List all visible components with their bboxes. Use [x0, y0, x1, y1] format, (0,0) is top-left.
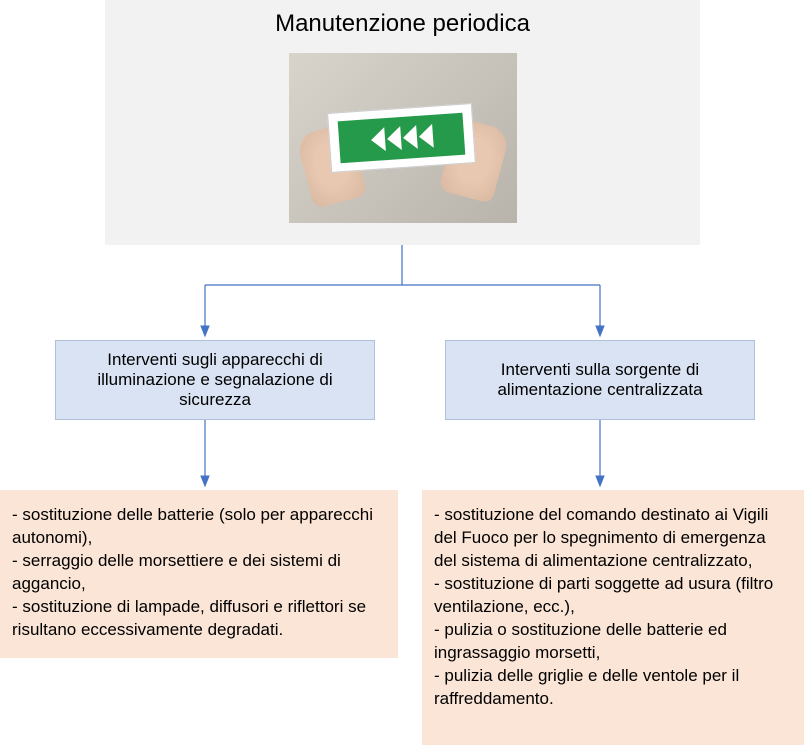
right-heading-box: Interventi sulla sorgente di alimentazio…: [445, 340, 755, 420]
right-heading-text: Interventi sulla sorgente di alimentazio…: [461, 360, 739, 400]
left-detail-text: - sostituzione delle batterie (solo per …: [12, 505, 373, 639]
right-detail-text: - sostituzione del comando destinato ai …: [434, 505, 773, 708]
connector-right-down: [590, 420, 610, 490]
left-heading-box: Interventi sugli apparecchi di illuminaz…: [55, 340, 375, 420]
left-detail-box: - sostituzione delle batterie (solo per …: [0, 490, 398, 658]
chevron-icon: [385, 126, 401, 151]
chevron-icon: [369, 127, 385, 152]
connector-split: [0, 245, 804, 340]
right-detail-box: - sostituzione del comando destinato ai …: [422, 490, 804, 745]
header-box: Manutenzione periodica: [105, 0, 700, 245]
connector-left-down: [195, 420, 215, 490]
chevron-icon: [401, 125, 417, 150]
left-heading-text: Interventi sugli apparecchi di illuminaz…: [71, 350, 359, 410]
exit-sign: [327, 103, 476, 173]
exit-sign-green: [337, 113, 465, 164]
header-illustration: [289, 53, 517, 223]
diagram-title: Manutenzione periodica: [275, 10, 530, 38]
chevron-icon: [417, 124, 433, 149]
